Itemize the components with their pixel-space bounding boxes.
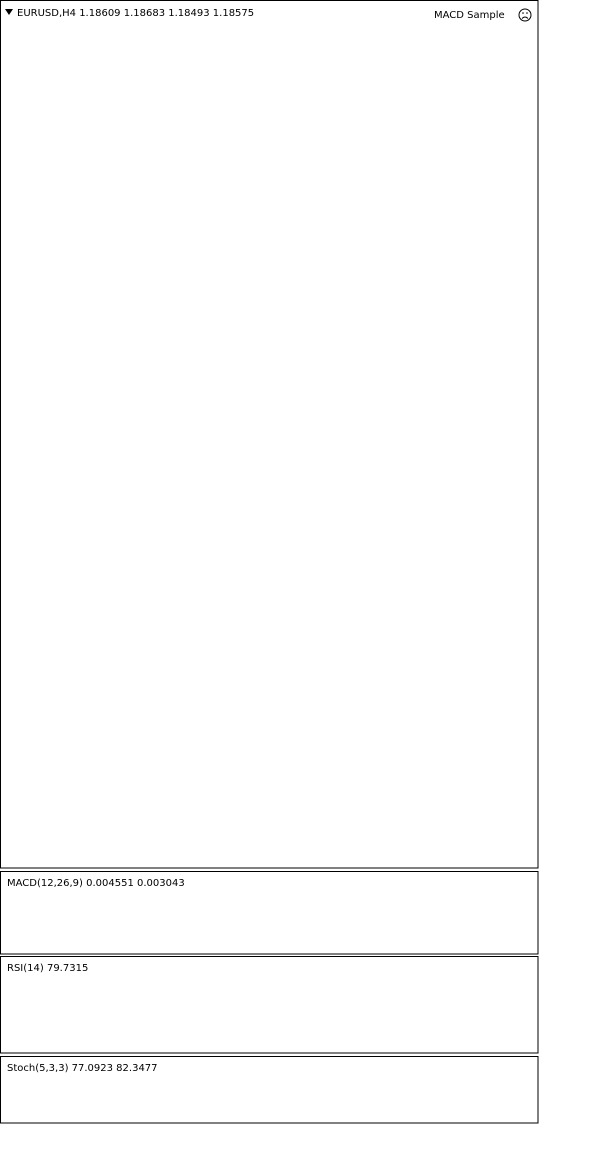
rsi-frame: [0, 956, 539, 1054]
main-frame: [0, 0, 539, 869]
macd-title: MACD(12,26,9) 0.004551 0.003043: [7, 878, 185, 889]
collapse-arrow[interactable]: [5, 9, 13, 15]
label-layer: EURUSD,H4 1.18609 1.18683 1.18493 1.1857…: [7, 8, 505, 1074]
macd-frame: [0, 871, 539, 955]
expert-icon-eye: [526, 12, 528, 14]
frame-layer: [0, 0, 539, 1124]
chart-title: EURUSD,H4 1.18609 1.18683 1.18493 1.1857…: [17, 8, 254, 19]
stoch-title: Stoch(5,3,3) 77.0923 82.3477: [7, 1063, 158, 1074]
expert-icon-mouth: [521, 16, 529, 19]
rsi-title: RSI(14) 79.7315: [7, 963, 88, 974]
expert-name: MACD Sample: [434, 10, 505, 21]
expert-icon[interactable]: [518, 8, 532, 22]
stoch-frame: [0, 1056, 539, 1124]
expert-icon-eye: [522, 12, 524, 14]
